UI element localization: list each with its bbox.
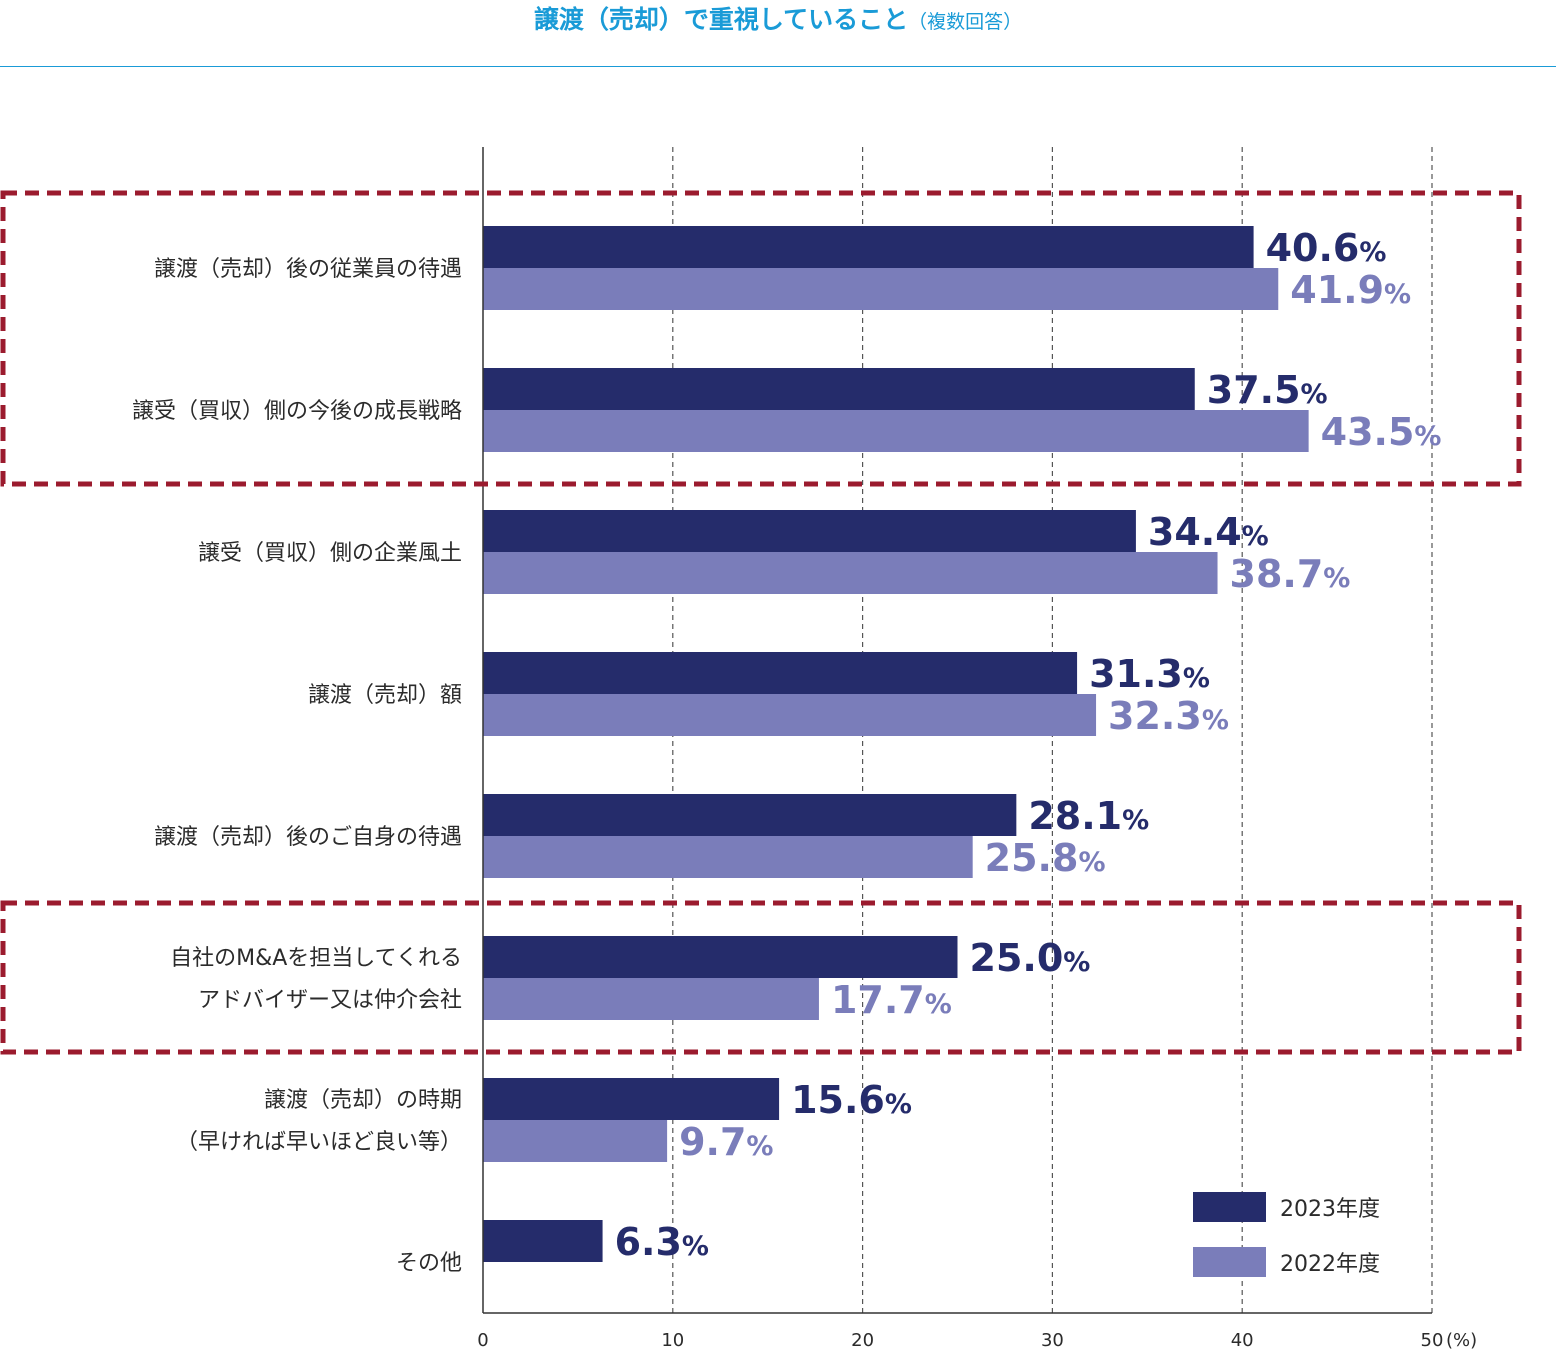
data-label-value: 6.3 <box>615 1220 682 1264</box>
legend-label: 2022年度 <box>1280 1252 1380 1277</box>
data-label-suffix: % <box>1078 847 1105 878</box>
data-label: 37.5% <box>1207 368 1328 412</box>
bar <box>483 1078 780 1120</box>
bar <box>483 268 1279 310</box>
data-label-value: 9.7 <box>679 1120 746 1164</box>
chart-title-sub: （複数回答） <box>908 11 1023 33</box>
data-label-suffix: % <box>1414 421 1441 452</box>
data-label: 38.7% <box>1230 552 1351 596</box>
data-label: 31.3% <box>1089 652 1210 696</box>
category-label: 自社のM&Aを担当してくれる <box>170 946 462 971</box>
data-label: 34.4% <box>1148 510 1269 554</box>
bar <box>483 694 1097 736</box>
data-label-suffix: % <box>1384 279 1411 310</box>
data-label-suffix: % <box>1202 705 1229 736</box>
data-label-suffix: % <box>1323 563 1350 594</box>
category-label: 譲渡（売却）額 <box>308 683 462 708</box>
data-label: 25.0% <box>970 936 1091 980</box>
chart-title-main: 譲渡（売却）で重視していること <box>533 5 909 34</box>
data-label-suffix: % <box>1063 947 1090 978</box>
bar <box>483 226 1254 268</box>
data-label-value: 41.9 <box>1290 268 1384 312</box>
data-label-suffix: % <box>925 989 952 1020</box>
legend-swatch <box>1193 1247 1266 1277</box>
bar <box>483 978 819 1020</box>
bar <box>483 794 1017 836</box>
bar <box>483 410 1309 452</box>
data-label-suffix: % <box>1242 521 1269 552</box>
data-label-value: 28.1 <box>1028 794 1122 838</box>
x-tick-label: 30 <box>1041 1330 1064 1350</box>
x-tick-label: 0 <box>477 1330 488 1350</box>
category-label: 譲受（買収）側の今後の成長戦略 <box>132 399 462 424</box>
legend-label: 2023年度 <box>1280 1197 1380 1222</box>
data-label: 17.7% <box>831 978 952 1022</box>
bar <box>483 1120 668 1162</box>
data-label-suffix: % <box>682 1231 709 1262</box>
category-label: （早ければ早いほど良い等） <box>176 1130 462 1155</box>
data-label: 28.1% <box>1028 794 1149 838</box>
data-label-value: 31.3 <box>1089 652 1183 696</box>
category-label: 譲受（買収）側の企業風土 <box>198 541 462 566</box>
data-label-value: 17.7 <box>831 978 925 1022</box>
data-label: 9.7% <box>679 1120 773 1164</box>
data-label: 41.9% <box>1290 268 1411 312</box>
legend-swatch <box>1193 1192 1266 1222</box>
x-tick-label: 10 <box>661 1330 684 1350</box>
data-label: 25.8% <box>985 836 1106 880</box>
data-label: 43.5% <box>1321 410 1442 454</box>
category-label: 譲渡（売却）後のご自身の待遇 <box>154 825 462 850</box>
bar <box>483 936 958 978</box>
highlight-box <box>0 190 1522 487</box>
data-label-suffix: % <box>1301 379 1328 410</box>
chart-title: 譲渡（売却）で重視していること（複数回答） <box>0 4 1556 38</box>
highlight-box <box>0 900 1522 1055</box>
category-label: 譲渡（売却）後の従業員の待遇 <box>154 257 462 282</box>
data-label: 6.3% <box>615 1220 709 1264</box>
x-tick-label: 20 <box>851 1330 874 1350</box>
data-label-suffix: % <box>1183 663 1210 694</box>
data-label-suffix: % <box>746 1131 773 1162</box>
bar <box>483 652 1078 694</box>
x-axis-unit: (%) <box>1446 1330 1477 1350</box>
data-label-value: 40.6 <box>1266 226 1360 270</box>
data-label-suffix: % <box>1122 805 1149 836</box>
data-label-value: 37.5 <box>1207 368 1301 412</box>
category-label: アドバイザー又は仲介会社 <box>198 988 462 1013</box>
category-label: その他 <box>396 1251 462 1276</box>
category-label: 譲渡（売却）の時期 <box>264 1088 462 1113</box>
data-label-value: 43.5 <box>1321 410 1415 454</box>
data-label-suffix: % <box>1359 237 1386 268</box>
title-rule <box>0 66 1556 67</box>
data-label: 15.6% <box>791 1078 912 1122</box>
bar <box>483 510 1136 552</box>
data-label-value: 38.7 <box>1230 552 1324 596</box>
data-label-value: 15.6 <box>791 1078 885 1122</box>
data-label-suffix: % <box>885 1089 912 1120</box>
data-label-value: 34.4 <box>1148 510 1242 554</box>
x-tick-label: 50 <box>1421 1330 1444 1350</box>
data-label-value: 25.0 <box>970 936 1064 980</box>
data-label-value: 32.3 <box>1108 694 1202 738</box>
x-tick-label: 40 <box>1231 1330 1254 1350</box>
data-label: 40.6% <box>1266 226 1387 270</box>
bar <box>483 552 1218 594</box>
data-label-value: 25.8 <box>985 836 1079 880</box>
bar <box>483 836 973 878</box>
bar <box>483 1220 603 1262</box>
data-label: 32.3% <box>1108 694 1229 738</box>
bar <box>483 368 1195 410</box>
